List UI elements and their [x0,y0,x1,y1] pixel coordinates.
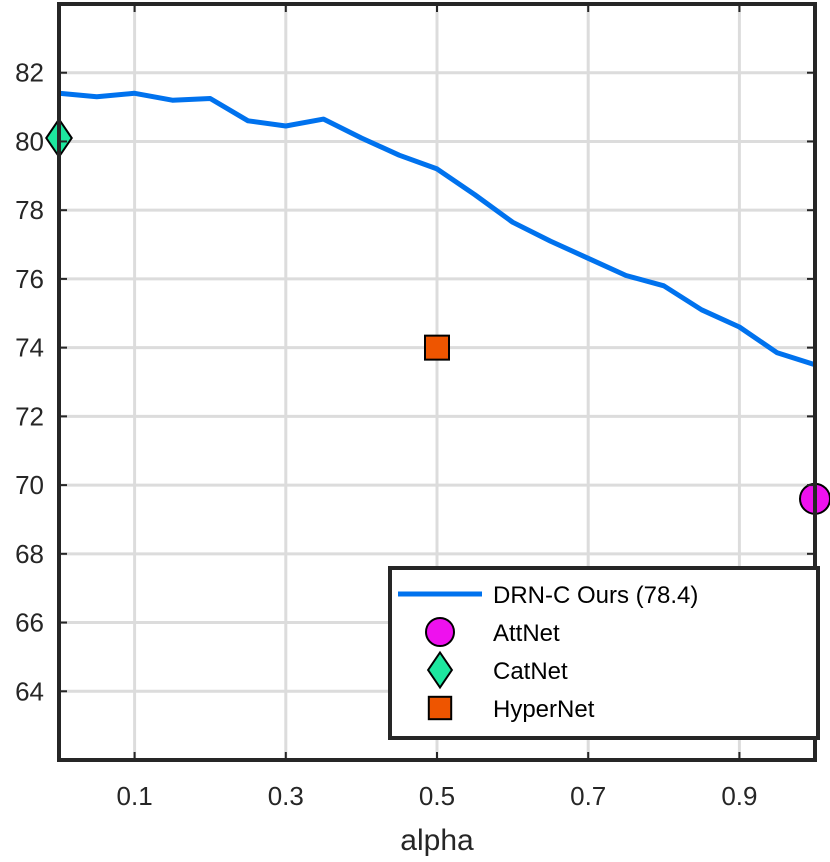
legend-swatch-circle [425,617,455,647]
legend-swatch-square [427,695,453,721]
y-tick-label: 80 [15,126,44,156]
ticks: 0.1 0.3 0.5 0.7 0.9 64 66 68 70 72 74 76 78 80 82 [15,4,815,811]
plot-frame [57,2,817,762]
y-tick-label: 66 [15,608,44,638]
y-tick-label: 74 [15,333,44,363]
legend-swatch-diamond [426,650,454,690]
legend-entry: HyperNet [427,695,595,723]
legend-entry: CatNet [426,650,568,690]
marker-hypernet [424,334,450,361]
x-tick-label: 0.7 [570,781,606,811]
y-tick-label: 72 [15,401,44,431]
y-tick-label: 68 [15,539,44,569]
x-axis-label: alpha [400,824,474,857]
x-tick-label: 0.1 [117,781,153,811]
x-tick-label: 0.9 [721,781,757,811]
y-tick-label: 64 [15,676,44,706]
series-line-drn-c-ours-78-4 [58,90,816,368]
legend-label: AttNet [493,620,560,647]
legend-entry: DRN-C Ours (78.4) [398,582,698,609]
legend: DRN-C Ours (78.4) AttNet CatNet HyperNet [388,566,820,740]
y-tick-label: 82 [15,58,44,88]
y-tick-label: 78 [15,195,44,225]
x-tick-label: 0.5 [419,781,455,811]
legend-label: DRN-C Ours (78.4) [493,582,698,609]
legend-entry: AttNet [425,617,560,647]
y-tick-label: 76 [15,264,44,294]
y-tick-label: 70 [15,470,44,500]
legend-label: HyperNet [493,696,595,723]
legend-label: CatNet [493,658,568,685]
x-tick-label: 0.3 [268,781,304,811]
